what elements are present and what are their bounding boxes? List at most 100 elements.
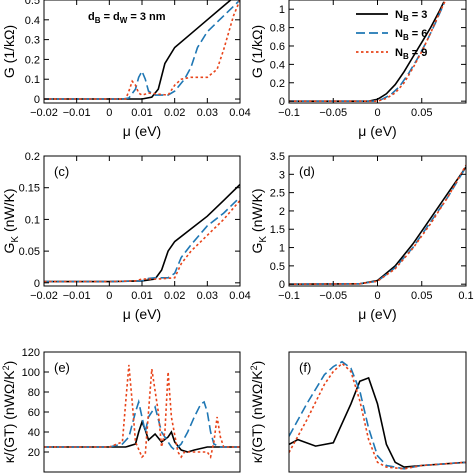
xtick-label: 0 [106,290,112,302]
ytick-label: 3.5 [270,151,285,163]
series-line-c-2 [44,196,240,283]
plot-frame-f [288,351,467,473]
series-line-e-3 [44,364,240,460]
xaxis-label: μ (eV) [123,123,161,139]
ytick-label: 0 [34,278,40,290]
legend-entry-2: NB = 6 [395,28,427,42]
ytick-label: 0.5 [270,261,285,273]
xaxis-label: μ (eV) [123,306,161,322]
xaxis-label: μ (eV) [358,123,396,139]
ytick-label: 0.8 [270,23,285,35]
series-line-a-1 [44,0,232,100]
series-line-b-2 [289,3,445,102]
plot-frame-c [43,155,241,287]
xtick-label: 0 [374,107,380,119]
legend-entry-3: NB = 9 [395,47,427,61]
series-line-d-3 [289,164,466,285]
xtick-label: −0.02 [30,107,58,119]
legend-entry-1: NB = 3 [395,9,427,23]
series-line-b-3 [289,1,446,102]
xtick-label: 0.01 [131,290,152,302]
yaxis-label: G (1/kΩ) [249,25,265,78]
xtick-label: −0.05 [319,290,347,302]
panel-a: −0.02 −0.01 0 0.01 0.02 0.03 0.04 0 0.1 0.2 0.3 0.4… [1,0,251,139]
xtick-label: 0.05 [411,290,432,302]
series-line-f-1 [289,376,466,468]
ytick-label: 2 [279,206,285,218]
ytick-label: 120 [22,347,40,359]
xtick-label: −0.05 [319,107,347,119]
xtick-label: 0.04 [229,290,250,302]
xtick-label: −0.01 [63,290,91,302]
plot-frame-e [43,351,241,473]
yaxis-label: G (1/kΩ) [1,25,17,78]
xtick-label: −0.01 [63,107,91,119]
series-line-a-3 [44,0,240,100]
series-line-b-1 [289,1,445,102]
xtick-label: 0.02 [164,107,185,119]
xtick-label: −0.1 [278,290,300,302]
xtick-label: 0.01 [131,107,152,119]
ytick-label: 40 [28,427,40,439]
ytick-label: 0.1 [25,74,40,86]
panel-d: −0.1 −0.05 0 0.05 0.1 0 0.5 1 1.5 2 2.5 3 3.5 μ (eV) G… [249,151,474,322]
xtick-label: 0.03 [197,290,218,302]
ytick-label: 80 [28,387,40,399]
series-line-e-2 [44,398,240,452]
yaxis-label: κ/(GT) (nWΩ/K2) [1,361,17,464]
ytick-label: 0.15 [19,183,40,195]
panel-f: κ/(GT) (nWΩ/K2) (f) [249,351,467,473]
xtick-label: 0.1 [458,290,473,302]
ytick-label: 0.6 [270,41,285,53]
ytick-label: 0 [34,94,40,106]
yaxis-label: κ/(GT) (nWΩ/K2) [249,361,265,464]
ytick-label: 0.2 [25,151,40,163]
xtick-label: −0.02 [30,290,58,302]
ytick-label: 0.5 [25,0,40,7]
panel-label-c: (c) [54,164,69,179]
xtick-label: −0.1 [278,107,300,119]
xtick-label: 0.04 [229,107,250,119]
ytick-label: 0.2 [25,54,40,66]
xtick-label: 0.03 [197,107,218,119]
yaxis-label: GK (nW/K) [1,188,21,253]
panel-label-e: (e) [54,360,70,375]
series-line-a-2 [44,0,240,100]
ytick-label: 2.5 [270,188,285,200]
series-line-d-1 [289,166,466,285]
ytick-label: 1.5 [270,224,285,236]
svg-text:dB = dW = 3 nm: dB = dW = 3 nm [88,11,166,25]
ytick-label: 0.4 [270,59,285,71]
panel-label-d: (d) [299,164,315,179]
xtick-label: 0.02 [164,290,185,302]
ytick-label: 3 [279,169,285,181]
xaxis-label: μ (eV) [358,306,396,322]
ytick-label: 20 [28,447,40,459]
ytick-label: 0 [279,279,285,291]
plot-frame-d [288,155,467,287]
series-line-c-3 [44,199,240,283]
series-line-f-3 [289,362,466,470]
series-line-c-1 [44,183,240,283]
legend: NB = 3 NB = 6 NB = 9 [356,9,427,61]
panel-e: 20 40 60 80 100 120 κ/(GT) (nWΩ/K2) (e) [1,347,241,473]
ytick-label: 1 [279,4,285,16]
ytick-label: 0 [279,96,285,108]
xtick-label: 0 [106,107,112,119]
yaxis-label: GK (nW/K) [249,188,269,253]
xtick-label: 0 [374,290,380,302]
annotation-thickness: dB = dW = 3 nm [88,11,166,25]
ytick-label: 0.05 [19,246,40,258]
panel-c: −0.02 −0.01 0 0.01 0.02 0.03 0.04 0 0.05 0.1 0.15 0… [1,151,251,322]
ytick-label: 0.1 [25,214,40,226]
ytick-label: 0.3 [25,35,40,47]
series-line-f-2 [289,360,466,470]
series-line-d-2 [289,166,466,285]
xtick-label: 0.05 [411,107,432,119]
ytick-label: 0.2 [270,78,285,90]
ytick-label: 60 [28,407,40,419]
panel-b: −0.1 −0.05 0 0.05 0 0.2 0.4 0.6 0.8 1 μ (eV) G (1/k… [249,0,467,139]
panel-label-f: (f) [299,360,311,375]
ytick-label: 1 [279,243,285,255]
